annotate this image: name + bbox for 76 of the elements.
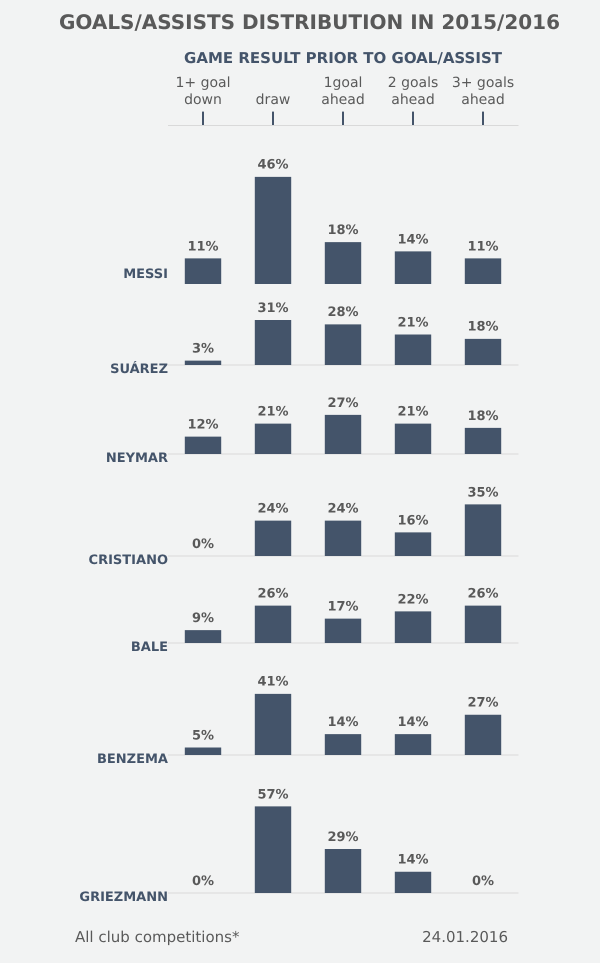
x-tick-label: 1+ goal down [175, 75, 231, 108]
bar [324, 324, 362, 365]
data-label: 0% [192, 536, 214, 552]
y-axis-title: MESSI [123, 267, 168, 282]
data-label: 41% [257, 674, 289, 690]
bar [184, 630, 222, 643]
bar [324, 242, 362, 284]
y-axis-title: CRISTIANO [88, 553, 168, 568]
bar [254, 320, 292, 365]
y-axis-title: BENZEMA [97, 752, 168, 767]
data-label: 26% [467, 586, 499, 602]
data-label: 12% [187, 417, 219, 432]
data-label: 18% [327, 222, 359, 238]
data-label: 27% [467, 696, 499, 711]
data-label: 14% [397, 232, 429, 248]
y-axis-title: GRIEZMANN [79, 890, 168, 905]
bar [324, 618, 362, 643]
data-label: 14% [397, 714, 429, 730]
data-label: 28% [327, 305, 359, 320]
data-label: 21% [397, 404, 429, 420]
bar [184, 436, 222, 454]
y-axis-title: SUÁREZ [110, 362, 168, 377]
data-label: 9% [192, 610, 214, 626]
bar [464, 606, 502, 643]
bar [394, 734, 432, 755]
bar [254, 606, 292, 643]
y-axis-title: NEYMAR [106, 451, 168, 466]
text: 24.01.2016 [422, 928, 508, 946]
data-label: 0% [472, 874, 494, 889]
bar [184, 360, 222, 365]
x-tick-label: 2 goals ahead [388, 75, 438, 108]
bar [464, 258, 502, 284]
bar [254, 176, 292, 284]
data-label: 3% [192, 342, 214, 357]
text: All club competitions* [75, 928, 240, 946]
data-label: 14% [327, 714, 359, 730]
data-label: 26% [257, 586, 289, 602]
data-label: 24% [257, 502, 289, 517]
y-axis-title: BALE [130, 640, 168, 655]
data-label: 21% [397, 315, 429, 330]
data-label: 35% [467, 485, 499, 500]
data-label: 57% [257, 787, 289, 802]
bar [464, 338, 502, 365]
bar [324, 734, 362, 755]
data-label: 18% [467, 408, 499, 424]
data-label: 22% [397, 592, 429, 608]
data-label: 5% [192, 728, 214, 744]
data-label: 17% [327, 599, 359, 614]
bar [184, 258, 222, 284]
data-label: 0% [192, 874, 214, 889]
x-tick-label: 3+ goals ahead [452, 75, 514, 108]
data-label: 21% [257, 404, 289, 420]
bar [254, 694, 292, 755]
data-label: 46% [257, 158, 289, 173]
bar [324, 414, 362, 454]
chart-title: GOALS/ASSISTS DISTRIBUTION IN 2015/2016 [58, 10, 560, 34]
data-label: 11% [467, 239, 499, 254]
bar [394, 611, 432, 643]
x-tick-label: draw [256, 92, 290, 108]
x-axis-title: GAME RESULT PRIOR TO GOAL/ASSIST [184, 48, 503, 67]
data-label: 16% [397, 513, 429, 528]
x-tick-label: 1goal ahead [321, 75, 365, 108]
data-label: 31% [257, 300, 289, 316]
bar [394, 251, 432, 284]
bar [464, 714, 502, 755]
data-label: 29% [327, 830, 359, 845]
data-label: 14% [397, 852, 429, 868]
bar [464, 428, 502, 454]
data-label: 24% [327, 502, 359, 517]
data-label: 11% [187, 239, 219, 254]
data-label: 18% [467, 320, 499, 335]
bar [184, 748, 222, 755]
bar [394, 424, 432, 454]
bar [394, 334, 432, 365]
data-label: 27% [327, 396, 359, 411]
bar [254, 424, 292, 454]
